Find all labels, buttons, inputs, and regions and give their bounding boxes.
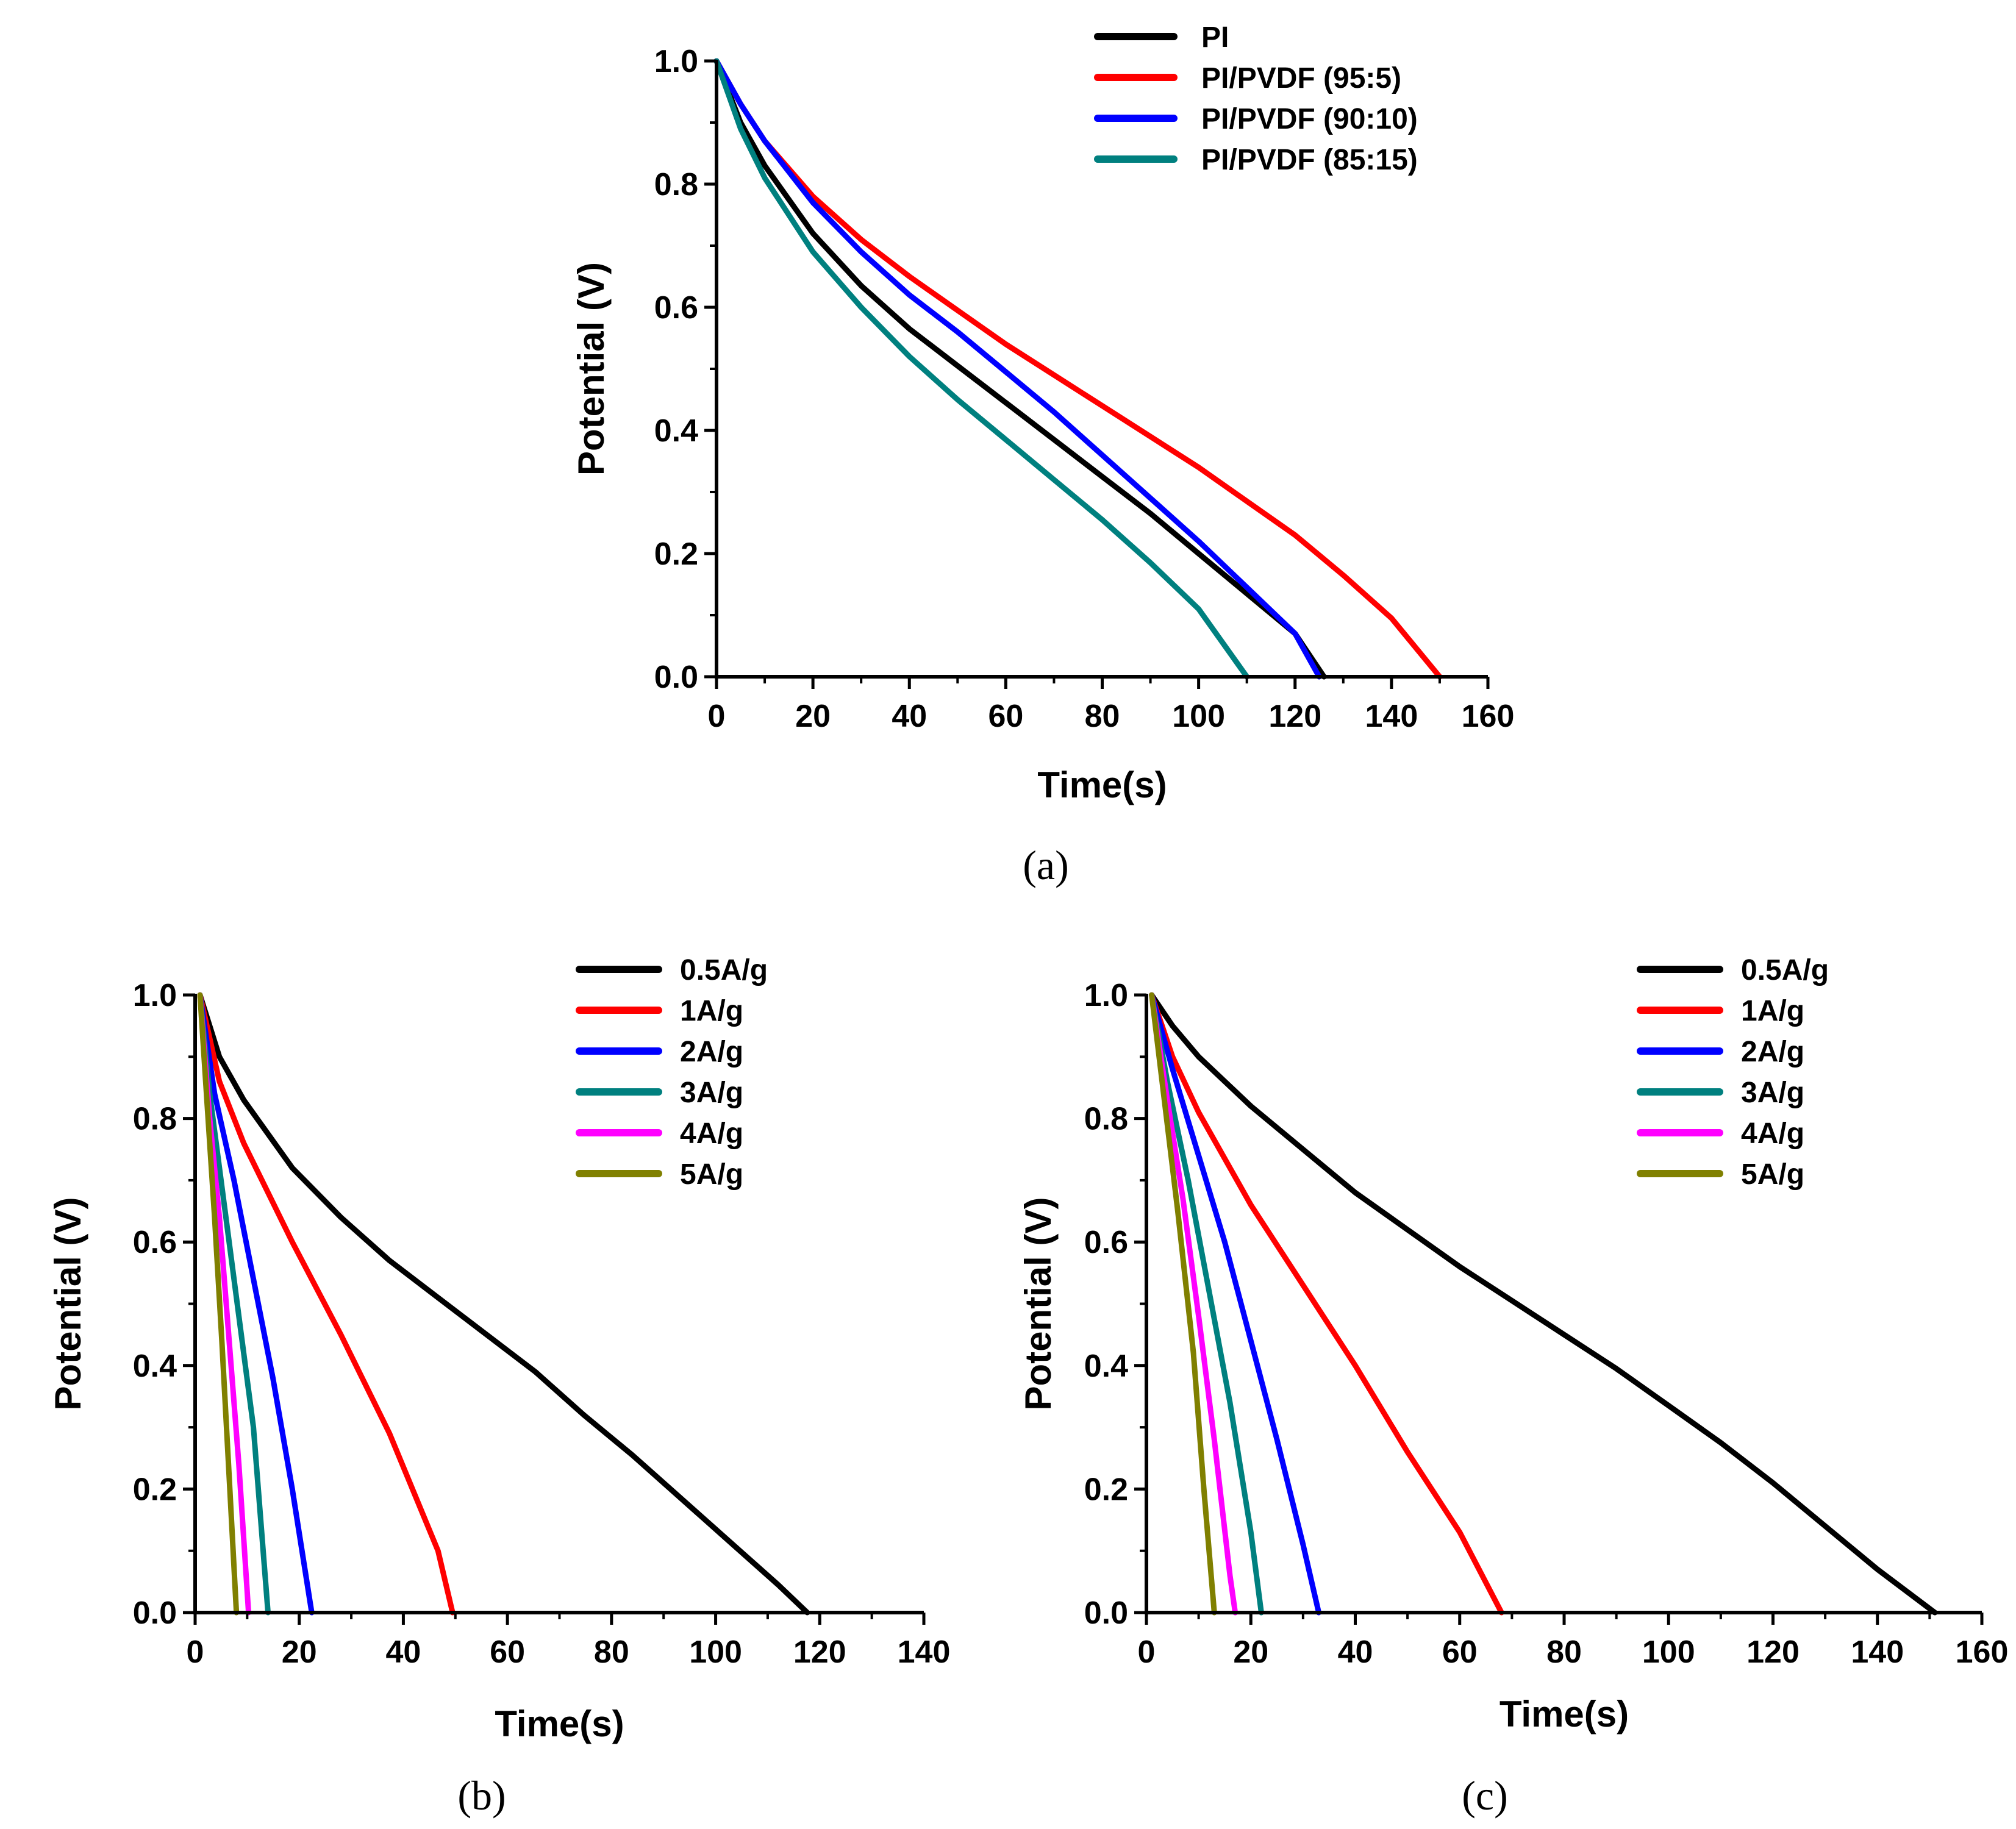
x-tick-label: 80 (1546, 1635, 1582, 1670)
y-axis-title: Potential (V) (1018, 1197, 1059, 1410)
y-tick-label: 0.4 (654, 413, 698, 449)
y-tick-label: 0.4 (1084, 1349, 1128, 1384)
series-line-2 (197, 992, 315, 1616)
legend-label-4: 4A/g (680, 1118, 743, 1150)
legend-label-2: PI/PVDF (90:10) (1201, 103, 1418, 135)
legend-label-3: 3A/g (680, 1077, 743, 1109)
x-tick-label: 60 (1442, 1635, 1478, 1670)
legend-label-4: 4A/g (1741, 1118, 1804, 1150)
x-tick-label: 160 (1956, 1635, 2009, 1670)
x-axis-title: Time(s) (1037, 765, 1167, 805)
chart-b: 0 20 40 60 80 100 120 140 0.0 0.2 0.4 0.6 0.8 1.0 Time… (48, 954, 950, 1819)
series-line-2 (1149, 992, 1322, 1616)
series-line-0 (197, 992, 810, 1616)
x-tick-label: 0 (708, 699, 726, 734)
x-tick-label: 120 (1746, 1635, 1800, 1670)
x-tick-label: 100 (689, 1635, 742, 1670)
panel-label: (b) (457, 1772, 506, 1819)
y-tick-label: 0.0 (1084, 1595, 1128, 1631)
y-axis-title: Potential (V) (571, 262, 612, 476)
x-axis-title: Time(s) (1499, 1694, 1629, 1735)
legend-label-3: 3A/g (1741, 1077, 1804, 1109)
y-tick-label: 0.8 (654, 167, 698, 202)
series-line-2 (713, 58, 1322, 680)
x-tick-label: 120 (1268, 699, 1321, 734)
x-tick-label: 60 (988, 699, 1023, 734)
y-tick-label: 0.4 (133, 1349, 177, 1384)
series-line-3 (713, 58, 1250, 680)
x-tick-label: 100 (1172, 699, 1225, 734)
y-tick-label: 0.0 (654, 660, 698, 695)
legend-label-5: 5A/g (680, 1158, 743, 1191)
y-tick-label: 0.2 (1084, 1472, 1128, 1507)
series-line-4 (1149, 992, 1239, 1616)
x-tick-label: 20 (795, 699, 831, 734)
x-tick-label: 40 (1338, 1635, 1373, 1670)
legend-label-1: 1A/g (1741, 995, 1804, 1027)
legend-label-2: 2A/g (680, 1036, 743, 1068)
legend-label-1: 1A/g (680, 995, 743, 1027)
legend-label-3: PI/PVDF (85:15) (1201, 144, 1418, 176)
y-tick-label: 0.2 (654, 537, 698, 572)
legend-label-5: 5A/g (1741, 1158, 1804, 1191)
y-tick-label: 0.6 (654, 290, 698, 326)
legend-label-0: PI (1201, 21, 1229, 54)
series-line-5 (1149, 992, 1217, 1616)
x-tick-label: 0 (1138, 1635, 1156, 1670)
x-tick-label: 120 (793, 1635, 846, 1670)
y-tick-label: 0.0 (133, 1595, 177, 1631)
x-tick-label: 160 (1462, 699, 1515, 734)
series-line-1 (1149, 992, 1504, 1616)
x-axis-title: Time(s) (495, 1703, 624, 1744)
y-tick-label: 0.8 (1084, 1102, 1128, 1137)
x-tick-label: 40 (386, 1635, 421, 1670)
series-line-0 (1149, 992, 1938, 1616)
panel-label: (c) (1462, 1772, 1507, 1819)
series-line-0 (713, 58, 1327, 680)
series-line-1 (197, 992, 456, 1616)
y-tick-label: 1.0 (133, 978, 177, 1013)
legend-label-0: 0.5A/g (680, 954, 768, 986)
x-tick-label: 140 (898, 1635, 951, 1670)
x-tick-label: 60 (490, 1635, 525, 1670)
chart-a: 0 20 40 60 80 100 120 140 160 0.0 0.2 0.4 0.6 0.8 1.0 T… (571, 21, 1514, 888)
x-tick-label: 0 (187, 1635, 204, 1670)
x-tick-label: 20 (1233, 1635, 1268, 1670)
y-tick-label: 1.0 (1084, 978, 1128, 1013)
y-tick-label: 0.8 (133, 1102, 177, 1137)
y-tick-label: 1.0 (654, 44, 698, 79)
chart-c: 0 20 40 60 80 100 120 140 160 0.0 0.2 0.4 0.6 0.8 1.0 T… (1018, 954, 2008, 1819)
x-tick-label: 140 (1365, 699, 1418, 734)
panel-label: (a) (1023, 842, 1068, 888)
legend-label-1: PI/PVDF (95:5) (1201, 62, 1401, 94)
x-tick-label: 80 (1085, 699, 1120, 734)
x-tick-label: 100 (1642, 1635, 1695, 1670)
x-tick-label: 20 (282, 1635, 317, 1670)
x-tick-label: 140 (1851, 1635, 1904, 1670)
y-tick-label: 0.2 (133, 1472, 177, 1507)
y-tick-label: 0.6 (133, 1225, 177, 1260)
series-line-5 (197, 992, 240, 1616)
legend-label-2: 2A/g (1741, 1036, 1804, 1068)
x-tick-label: 80 (594, 1635, 629, 1670)
y-axis-title: Potential (V) (48, 1197, 88, 1410)
x-tick-label: 40 (892, 699, 927, 734)
y-tick-label: 0.6 (1084, 1225, 1128, 1260)
legend-label-0: 0.5A/g (1741, 954, 1829, 986)
